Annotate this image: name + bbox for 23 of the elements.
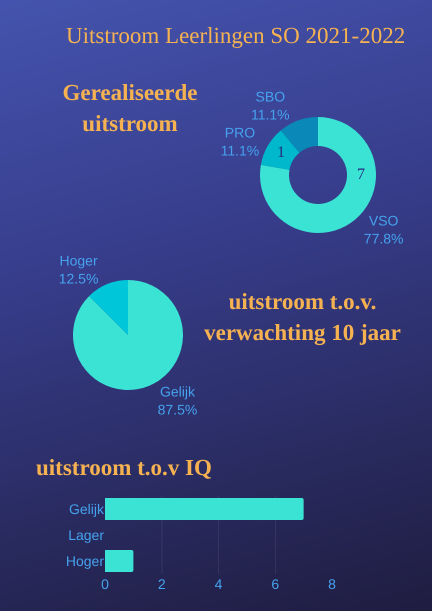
data-label: 12.5% xyxy=(58,270,98,287)
chart-title: Gerealiseerde uitstroom xyxy=(62,80,198,136)
y-tick-label: Gelijk xyxy=(68,500,105,517)
slice-label: SBO xyxy=(256,88,286,104)
text: 1 xyxy=(277,144,285,162)
slice-label: PRO xyxy=(224,124,256,141)
data-label: 87.5% xyxy=(158,402,198,418)
slice-label: VSO xyxy=(368,212,399,228)
x-tick-label: 8 xyxy=(328,576,336,592)
x-tick-label: 2 xyxy=(158,576,166,592)
text: 7 xyxy=(357,166,365,184)
y-tick-label: Lager xyxy=(68,526,104,543)
text: Uitstroom Leerlingen SO 2021-2022 xyxy=(66,22,406,50)
data-label: 11.1% xyxy=(220,142,260,159)
chart-title: uitstroom t.o.v IQ xyxy=(36,454,213,482)
slice-label: Gelijk xyxy=(160,383,196,400)
x-tick-label: 4 xyxy=(214,576,223,592)
x-tick-label: 0 xyxy=(101,576,110,592)
data-label: 11.1% xyxy=(250,106,290,122)
y-tick-label: Hoger xyxy=(66,552,104,569)
data-label: 77.8% xyxy=(364,230,404,247)
x-tick-label: 6 xyxy=(271,576,280,592)
text: uitstroom t.o.v. verwachting 10 jaar xyxy=(203,288,402,348)
